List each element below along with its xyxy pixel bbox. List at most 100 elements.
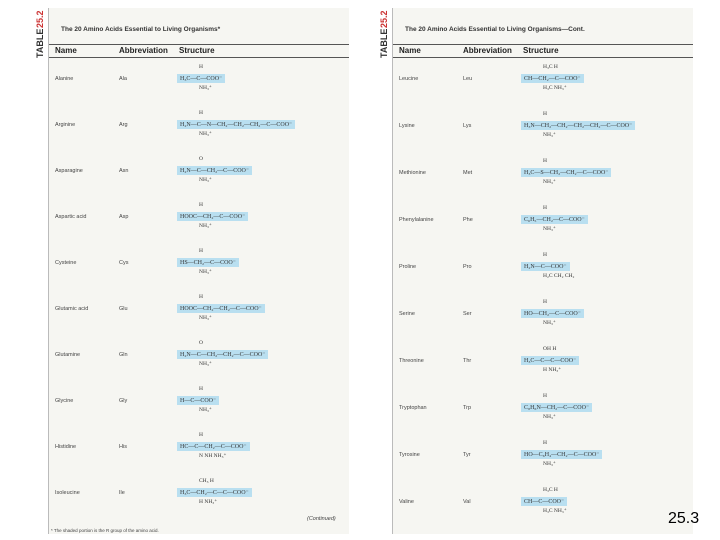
amino-acid-name: Methionine <box>399 170 426 176</box>
amino-acid-name: Tryptophan <box>399 405 427 411</box>
amino-acid-name: Leucine <box>399 76 419 82</box>
abbreviation: Ala <box>119 76 127 82</box>
table-tab: TABLE 25.2 <box>377 8 393 98</box>
structure-bottom: NH₃⁺ <box>199 407 212 413</box>
structure-formula: H—C—COO⁻ <box>177 396 220 405</box>
abbreviation: Asn <box>119 168 129 174</box>
table-number: 25.2 <box>379 10 389 28</box>
structure-bottom: NH₃⁺ <box>543 461 556 467</box>
abbreviation: Trp <box>463 405 472 411</box>
column-header: Structure <box>179 46 215 55</box>
column-header: Structure <box>523 46 559 55</box>
table-tab: TABLE 25.2 <box>33 8 49 98</box>
structure-formula: CH—C—COO⁻ <box>521 497 568 506</box>
structure-bottom: NH₃⁺ <box>199 269 212 275</box>
structure-formula: H₂N—C—CH₂—CH₂—C—COO⁻ <box>177 350 269 359</box>
structure-bottom: H NH₃⁺ <box>543 367 562 373</box>
abbreviation: Phe <box>463 217 473 223</box>
slide-number: 25.3 <box>668 510 700 527</box>
structure-bottom: NH₃⁺ <box>199 223 212 229</box>
structure-bottom: NH₃⁺ <box>543 226 556 232</box>
abbreviation: Asp <box>119 214 129 220</box>
abbreviation: Thr <box>463 358 472 364</box>
amino-acid-name: Cysteine <box>55 260 77 266</box>
structure-formula: H₃C—CH₂—C—C—COO⁻ <box>177 488 252 497</box>
amino-acid-name: Asparagine <box>55 168 83 174</box>
amino-acid-name: Glutamic acid <box>55 306 89 312</box>
abbreviation: Tyr <box>463 452 471 458</box>
structure-bottom: H₃C NH₃⁺ <box>543 508 567 514</box>
header-row: Name Abbreviation Structure <box>49 44 349 58</box>
structure-formula: H₂N—C—COO⁻ <box>521 262 570 271</box>
amino-acid-name: Threonine <box>399 358 424 364</box>
structure-bottom: NH₃⁺ <box>199 85 212 91</box>
table-title: The 20 Amino Acids Essential to Living O… <box>405 26 585 33</box>
structure-top: H <box>199 110 203 116</box>
structure-top: H <box>199 248 203 254</box>
structure-top: O <box>199 156 203 162</box>
structure-bottom: NH₃⁺ <box>543 179 556 185</box>
amino-acid-name: Aspartic acid <box>55 214 87 220</box>
structure-bottom: H NH₃⁺ <box>199 499 218 505</box>
structure-bottom: H₃C NH₃⁺ <box>543 85 567 91</box>
table-panel: TABLE 25.2 The 20 Amino Acids Essential to… <box>35 8 349 534</box>
table-number: 25.2 <box>35 10 45 28</box>
abbreviation: Pro <box>463 264 472 270</box>
column-header: Name <box>399 46 421 55</box>
abbreviation: Val <box>463 499 471 505</box>
amino-acid-name: Lysine <box>399 123 415 129</box>
continued-note: (Continued) <box>307 516 336 522</box>
amino-acid-name: Arginine <box>55 122 76 128</box>
structure-formula: H₃C—C—C—COO⁻ <box>521 356 580 365</box>
structure-bottom: H₂C CH₂ CH₂ <box>543 273 575 279</box>
structure-formula: H₃C—S—CH₂—CH₂—C—COO⁻ <box>521 168 612 177</box>
abbreviation: Gln <box>119 352 128 358</box>
abbreviation: Glu <box>119 306 128 312</box>
structure-formula: H₂N—C—N—CH₂—CH₂—CH₂—C—COO⁻ <box>177 120 296 129</box>
column-header: Abbreviation <box>463 46 512 55</box>
abbreviation: Leu <box>463 76 473 82</box>
structure-top: O <box>199 340 203 346</box>
amino-acid-name: Tyrosine <box>399 452 420 458</box>
structure-formula: C₆H₅—CH₂—C—COO⁻ <box>521 215 588 224</box>
structure-formula: HOOC—CH₂—CH₂—C—COO⁻ <box>177 304 265 313</box>
structure-formula: HOOC—CH₂—C—COO⁻ <box>177 212 249 221</box>
structure-formula: H₂N—C—CH₂—C—COO⁻ <box>177 166 253 175</box>
structure-formula: HS—CH₂—C—COO⁻ <box>177 258 239 267</box>
structure-top: H <box>543 299 547 305</box>
structure-top: H <box>199 64 203 70</box>
structure-bottom: NH₃⁺ <box>199 361 212 367</box>
table-title: The 20 Amino Acids Essential to Living O… <box>61 26 221 33</box>
structure-bottom: NH₃⁺ <box>199 177 212 183</box>
amino-acid-name: Valine <box>399 499 414 505</box>
abbreviation: Arg <box>119 122 128 128</box>
structure-top: H <box>199 294 203 300</box>
structure-formula: HC—C—CH₂—C—COO⁻ <box>177 442 250 451</box>
column-header: Name <box>55 46 77 55</box>
structure-formula: H₃C—C—COO⁻ <box>177 74 226 83</box>
amino-acid-name: Isoleucine <box>55 490 80 496</box>
structure-top: H₃C H <box>543 487 558 493</box>
structure-top: H₃C H <box>543 64 558 70</box>
abbreviation: Gly <box>119 398 128 404</box>
table-label: TABLE <box>379 28 389 58</box>
structure-top: H <box>543 158 547 164</box>
structure-bottom: NH₃⁺ <box>543 414 556 420</box>
amino-acid-name: Phenylalanine <box>399 217 434 223</box>
header-row: Name Abbreviation Structure <box>393 44 693 58</box>
structure-formula: H₃N—CH₂—CH₂—CH₂—CH₂—C—COO⁻ <box>521 121 636 130</box>
abbreviation: Cys <box>119 260 129 266</box>
abbreviation: Ile <box>119 490 125 496</box>
structure-top: H <box>543 111 547 117</box>
abbreviation: His <box>119 444 127 450</box>
structure-bottom: NH₃⁺ <box>543 132 556 138</box>
structure-bottom: NH₃⁺ <box>199 315 212 321</box>
amino-acid-name: Histidine <box>55 444 77 450</box>
structure-formula: CH—CH₂—C—COO⁻ <box>521 74 584 83</box>
abbreviation: Ser <box>463 311 472 317</box>
structure-bottom: NH₃⁺ <box>543 320 556 326</box>
amino-acid-name: Proline <box>399 264 417 270</box>
amino-acid-name: Alanine <box>55 76 74 82</box>
structure-formula: C₈H₆N—CH₂—C—COO⁻ <box>521 403 593 412</box>
structure-top: CH₃ H <box>199 478 214 484</box>
